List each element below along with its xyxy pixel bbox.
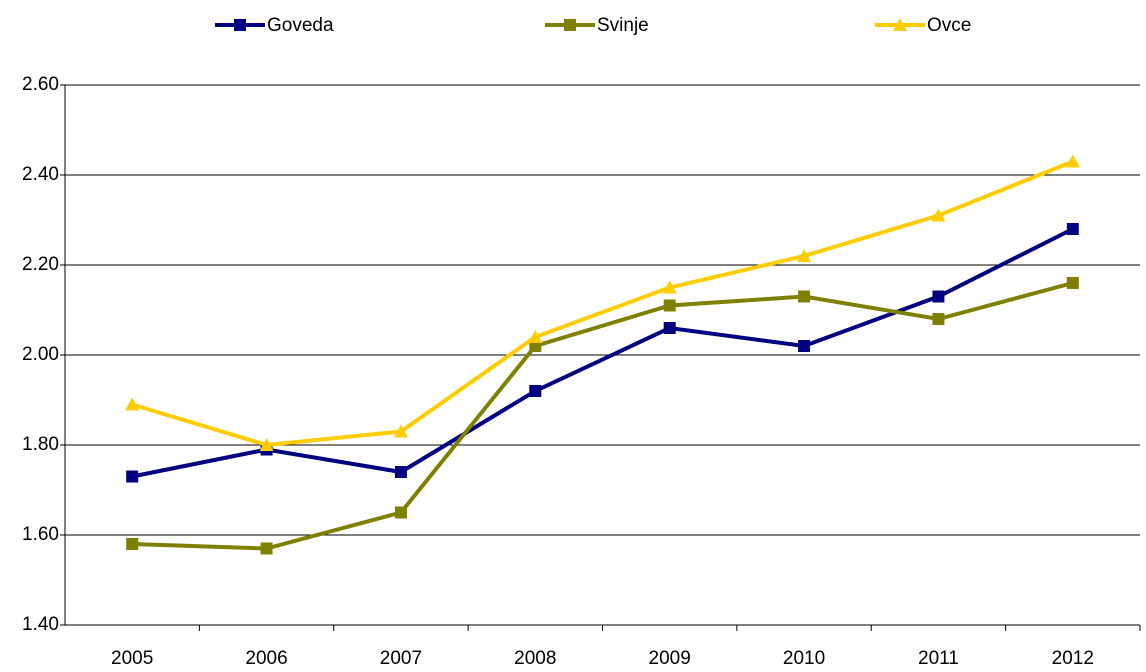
- marker: [125, 397, 140, 411]
- x-tick-label: 2012: [1052, 648, 1094, 669]
- series-line: [131, 227, 1074, 479]
- marker: [663, 299, 676, 312]
- series-line: [131, 159, 1074, 448]
- y-tick-label: 2.00: [22, 344, 59, 365]
- marker: [393, 424, 408, 438]
- marker: [932, 290, 945, 303]
- legend-marker: [234, 19, 246, 31]
- marker: [126, 538, 139, 550]
- y-tick-label: 1.40: [22, 614, 59, 635]
- marker: [260, 542, 273, 555]
- x-tick-label: 2005: [111, 648, 153, 669]
- marker: [126, 470, 139, 483]
- marker: [932, 313, 945, 325]
- marker: [662, 280, 677, 294]
- x-tick-label: 2007: [380, 648, 422, 669]
- legend-marker: [893, 18, 907, 31]
- y-tick-label: 2.40: [22, 164, 59, 185]
- marker: [259, 438, 274, 451]
- y-tick-label: 2.60: [22, 74, 59, 95]
- marker: [1066, 277, 1079, 289]
- marker: [529, 385, 542, 397]
- y-tick-label: 1.60: [22, 524, 59, 545]
- marker: [797, 249, 812, 262]
- y-tick-label: 2.20: [22, 254, 59, 275]
- marker: [931, 208, 946, 222]
- marker: [798, 340, 811, 352]
- x-tick-label: 2011: [918, 648, 959, 669]
- marker: [528, 330, 543, 343]
- series-line: [132, 281, 1074, 551]
- legend-label: Goveda: [267, 15, 334, 36]
- legend-label: Ovce: [927, 15, 971, 36]
- marker: [1066, 223, 1079, 235]
- x-tick-label: 2010: [783, 648, 825, 669]
- legend-marker: [564, 19, 576, 31]
- marker: [798, 290, 811, 303]
- x-tick-label: 2008: [514, 648, 556, 669]
- x-tick-label: 2009: [649, 648, 691, 669]
- marker: [394, 506, 407, 519]
- marker: [663, 322, 676, 334]
- legend-label: Svinje: [597, 15, 649, 36]
- y-tick-label: 1.80: [22, 434, 59, 455]
- marker: [1065, 154, 1080, 168]
- marker: [394, 466, 407, 478]
- x-tick-label: 2006: [245, 648, 287, 669]
